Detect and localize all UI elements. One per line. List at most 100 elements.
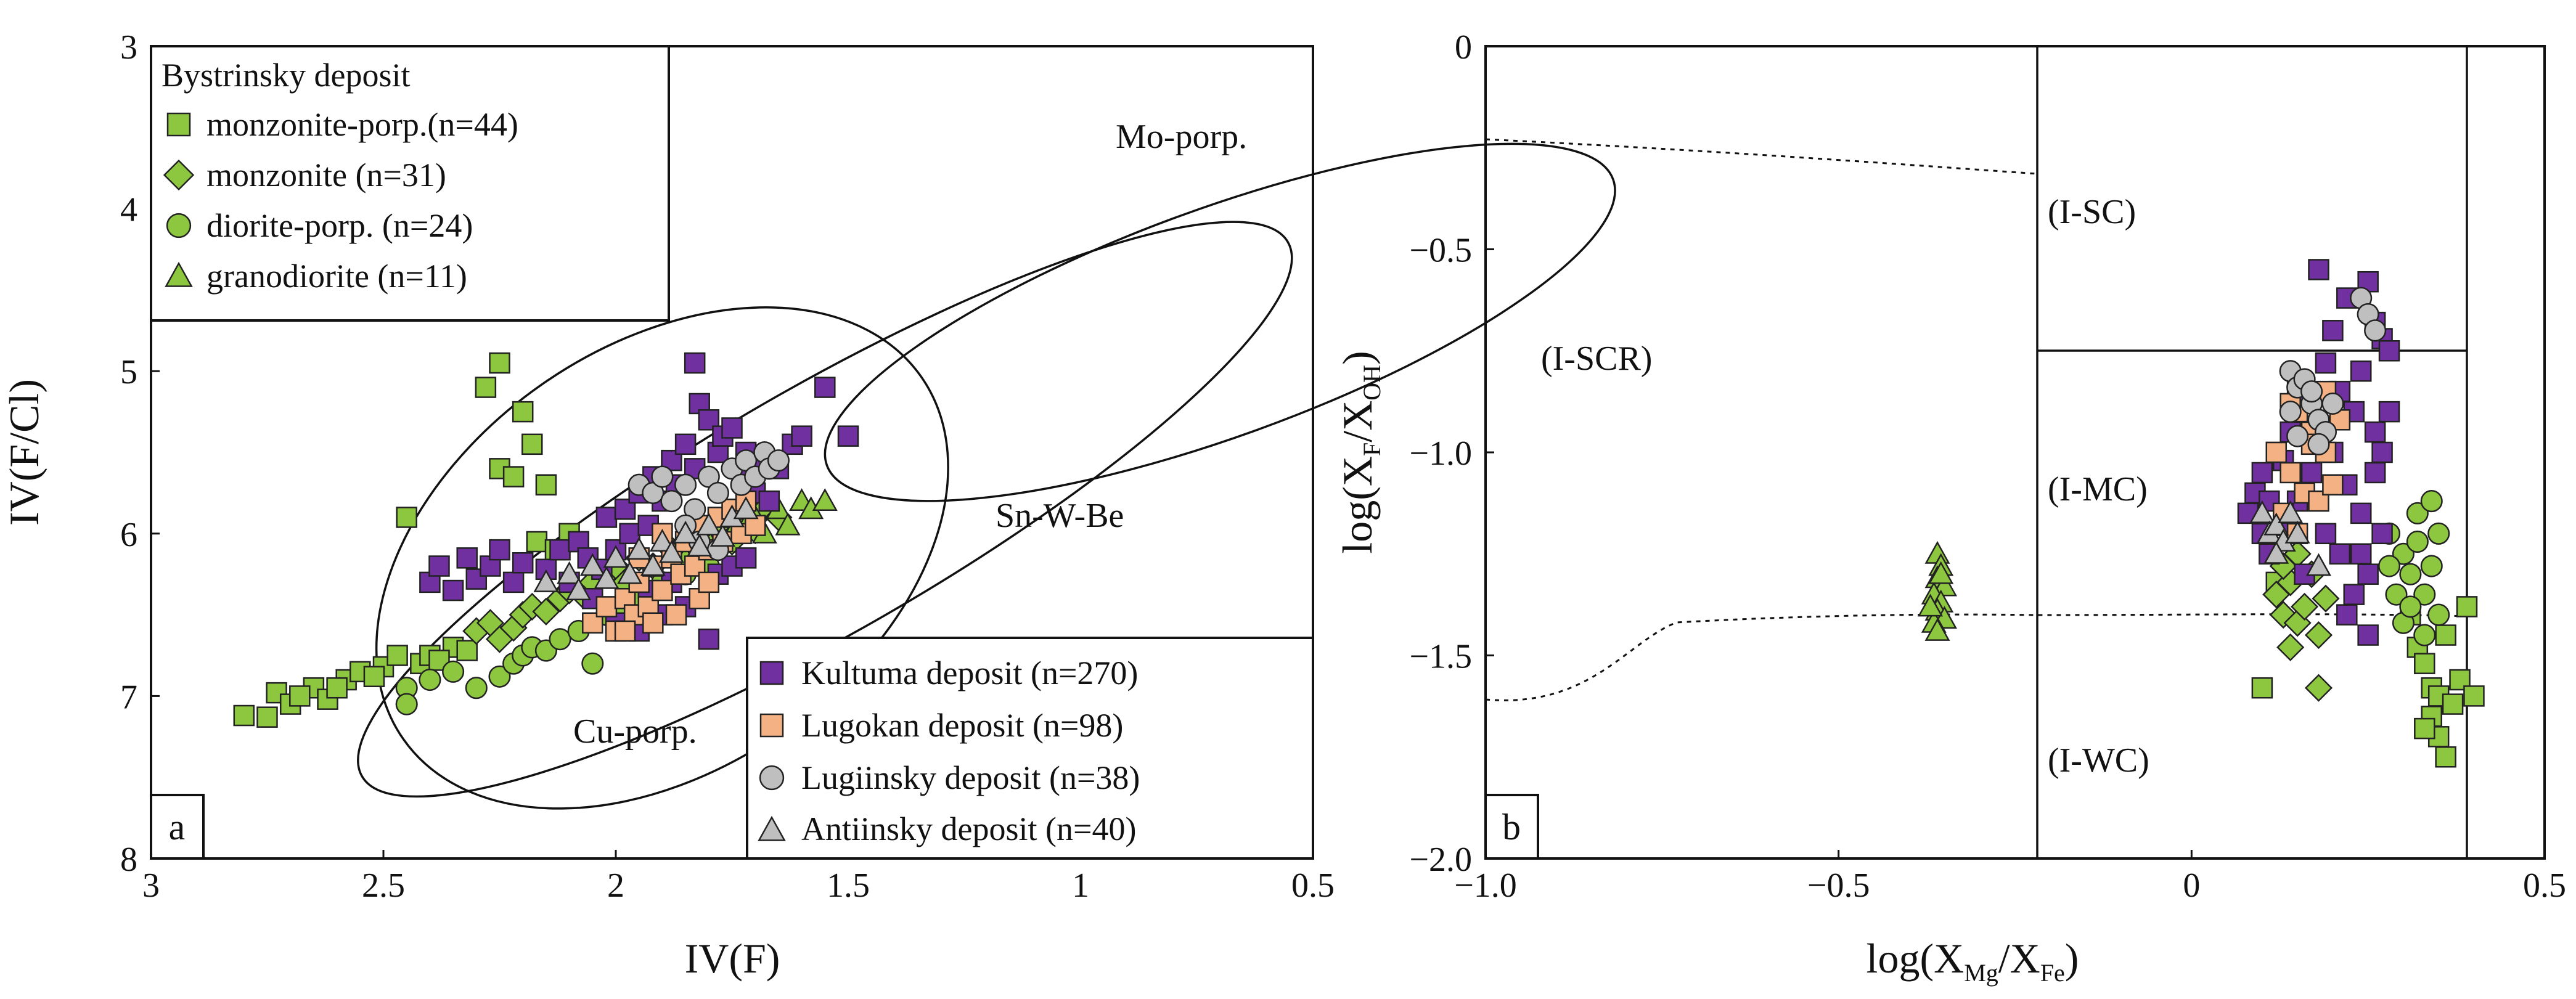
b-point-kultuma-deposit: [2315, 352, 2337, 374]
a-point-monzonite: [532, 597, 560, 626]
a-legend-deposits: Kultuma deposit (n=270) Lugokan deposit …: [746, 637, 1314, 860]
b-field-label-i-wc: (I-WC): [2048, 741, 2149, 780]
b-point-bystrinsky-diorite-porp: [2399, 563, 2422, 585]
a-point-monzonite-porp: [256, 706, 278, 728]
a-point-kultuma-deposit: [837, 425, 859, 447]
a-x-tick-label: 0.5: [1291, 866, 1335, 905]
b-panel-label: b: [1502, 807, 1521, 847]
a-point-kultuma-deposit: [684, 352, 706, 374]
b-point-bystrinsky-diorite-porp: [2427, 603, 2450, 626]
a-point-kultuma-deposit: [619, 523, 640, 545]
b-point-bystrinsky-diorite-porp: [2399, 595, 2422, 618]
b-point-kultuma-deposit: [2371, 441, 2393, 463]
a-panel-label-box: [150, 794, 205, 860]
b-point-lugokan-deposit: [2280, 462, 2301, 484]
a-legend-marker-lugiinsky-deposit-n-38: [759, 765, 785, 791]
b-point-lugiinsky-deposit: [2286, 425, 2309, 447]
a-field-label-mo-porp: Mo-porp.: [1116, 118, 1247, 156]
a-x-tick-label: 1: [1072, 866, 1089, 905]
a-point-monzonite-porp: [502, 466, 525, 487]
b-point-bystrinsky-monzonite-porp: [2456, 596, 2478, 618]
a-legend-marker-granodiorite-n-11: [165, 261, 193, 287]
b-point-kultuma-deposit: [2350, 502, 2372, 524]
a-point-antiinsky-deposit: [603, 545, 629, 568]
a-point-granodiorite: [775, 512, 801, 536]
a-point-monzonite-porp: [386, 645, 408, 666]
a-y-tick-label: 7: [120, 678, 137, 716]
b-point-bystrinsky-diorite-porp: [2406, 530, 2429, 553]
b-point-bystrinsky-granodiorite: [1924, 618, 1950, 641]
a-point-monzonite-porp: [489, 352, 510, 374]
a-point-monzonite-porp: [396, 507, 417, 528]
a-y-tick-label: 6: [120, 516, 137, 554]
a-field-label-cu-porp: Cu-porp.: [573, 712, 697, 751]
a-point-antiinsky-deposit: [566, 577, 592, 601]
a-point-antiinsky-deposit: [626, 537, 652, 560]
a-point-lugokan-deposit: [652, 579, 673, 601]
a-point-antiinsky-deposit: [709, 524, 735, 547]
a-point-lugokan-deposit: [698, 571, 720, 593]
a-point-kultuma-deposit: [549, 539, 571, 561]
a-legend-marker-antiinsky-deposit-n-40: [758, 815, 786, 841]
a-point-lugiinsky-deposit: [651, 465, 674, 488]
a-point-kultuma-deposit: [442, 579, 464, 601]
a-point-antiinsky-deposit: [594, 566, 619, 589]
a-point-antiinsky-deposit: [696, 512, 722, 536]
a-point-lugiinsky-deposit: [674, 473, 697, 496]
b-point-bystrinsky-monzonite-porp: [2442, 693, 2464, 715]
b-point-lugokan-deposit: [2265, 441, 2288, 463]
b-point-bystrinsky-monzonite: [2312, 584, 2340, 613]
b-point-bystrinsky-monzonite-porp: [2414, 653, 2435, 674]
b-point-kultuma-deposit: [2378, 340, 2400, 362]
b-point-lugokan-deposit: [2322, 474, 2344, 495]
b-point-bystrinsky-monzonite-porp: [2435, 624, 2456, 646]
b-data-points: [1918, 259, 2485, 768]
a-point-monzonite-porp: [289, 685, 311, 707]
b-point-kultuma-deposit: [2308, 259, 2329, 280]
b-point-bystrinsky-monzonite-porp: [2414, 717, 2435, 740]
b-point-lugiinsky-deposit: [2364, 319, 2387, 342]
b-point-lugiinsky-deposit: [2300, 380, 2323, 403]
b-dashed-curve-lower: [1485, 613, 2468, 701]
a-point-antiinsky-deposit: [733, 496, 759, 520]
a-field-sn-w-be: [357, 221, 1293, 798]
b-y-tick-label: −2.0: [1409, 841, 1472, 879]
b-point-bystrinsky-monzonite-porp: [2251, 677, 2273, 699]
a-point-antiinsky-deposit: [617, 561, 643, 584]
a-point-monzonite-porp: [526, 531, 548, 553]
panel-a: 3 2.5 2 1.5 1 0.5 3 4 5 6 7 8 Cu-porp. Sn-W-Be Mo-p…: [1, 28, 1616, 982]
b-point-antiinsky-deposit: [2305, 553, 2332, 576]
b-point-bystrinsky-diorite-porp: [2406, 502, 2429, 524]
b-point-kultuma-deposit: [2350, 543, 2372, 565]
b-field-label-i-scr: (I-SCR): [1541, 340, 1652, 378]
b-point-kultuma-deposit: [2357, 624, 2379, 646]
a-point-monzonite-porp: [535, 474, 557, 495]
a-legend-title: Bystrinsky deposit: [162, 57, 411, 94]
b-point-bystrinsky-diorite-porp: [2385, 583, 2408, 606]
b-x-tick-label: −0.5: [1807, 866, 1870, 905]
b-point-bystrinsky-monzonite-porp: [2463, 685, 2485, 707]
a-point-lugokan-deposit: [665, 604, 687, 626]
b-point-antiinsky-deposit: [2278, 500, 2304, 523]
a-point-antiinsky-deposit: [640, 553, 666, 576]
a-point-monzonite-porp: [456, 640, 478, 661]
a-point-antiinsky-deposit: [533, 569, 559, 592]
a-point-kultuma-deposit: [535, 558, 557, 581]
b-point-kultuma-deposit: [2315, 523, 2337, 545]
b-point-kultuma-deposit: [2343, 584, 2365, 605]
a-point-monzonite-porp: [326, 677, 348, 699]
b-field-label-i-mc: (I-MC): [2048, 470, 2148, 508]
a-point-antiinsky-deposit: [658, 540, 685, 563]
a-point-antiinsky-deposit: [649, 529, 675, 552]
b-y-tick-label: −0.5: [1409, 232, 1472, 270]
a-legend-marker-monzonite-n-31: [163, 159, 195, 191]
a-y-tick-label: 8: [120, 841, 137, 879]
a-point-kultuma-deposit: [489, 539, 510, 561]
a-point-kultuma-deposit: [721, 417, 743, 439]
a-legend-entry-antiinsky: Antiinsky deposit (n=40): [801, 810, 1136, 847]
b-point-bystrinsky-diorite-porp: [2413, 583, 2436, 606]
a-point-kultuma-deposit: [758, 490, 780, 512]
b-point-kultuma-deposit: [2364, 462, 2386, 484]
b-point-bystrinsky-diorite-porp: [2378, 555, 2401, 577]
